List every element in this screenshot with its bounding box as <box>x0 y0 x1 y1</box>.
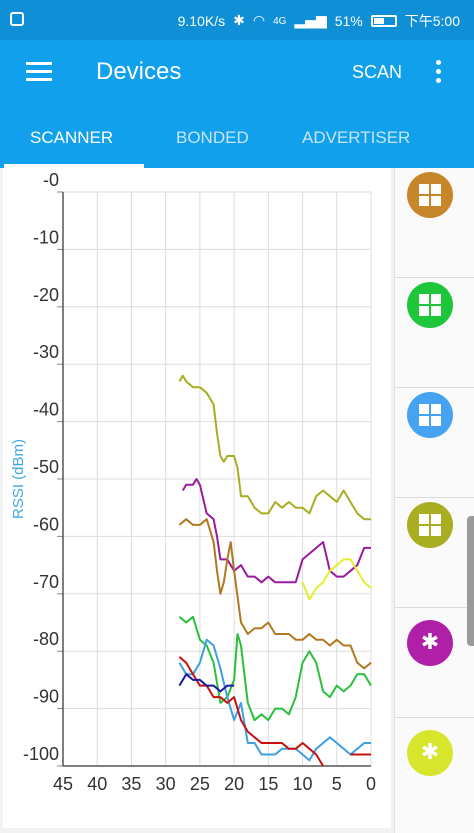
series-line-1 <box>178 374 371 521</box>
bluetooth-icon: ✱ <box>407 620 453 666</box>
tab-scanner[interactable]: SCANNER <box>30 128 114 147</box>
series-line-8 <box>178 673 235 693</box>
status-right: 9.10K/s ✱ ◠ 4G ▂▄▆ 51% 下午5:00 <box>178 11 460 31</box>
y-tick-label: -60 <box>33 514 59 534</box>
y-tick-label: -40 <box>33 400 59 420</box>
device-item-6[interactable]: ✱ <box>395 718 474 828</box>
windows-icon <box>407 502 453 548</box>
tab-indicator <box>4 164 144 168</box>
scan-button[interactable]: SCAN <box>351 62 402 82</box>
y-tick-label: -70 <box>33 572 59 592</box>
scroll-handle[interactable] <box>467 516 474 646</box>
battery-icon <box>370 15 397 27</box>
x-tick-label: 30 <box>156 774 176 794</box>
y-tick-label: -50 <box>33 457 59 477</box>
battery-percent: 51% <box>334 13 363 29</box>
tab-bar: SCANNER BONDED ADVERTISER <box>0 102 474 168</box>
device-item-5[interactable]: ✱ <box>395 608 474 718</box>
windows-icon <box>407 282 453 328</box>
notification-icon <box>10 12 24 26</box>
device-item-2[interactable] <box>395 278 474 388</box>
windows-icon <box>407 392 453 438</box>
app-bar: Devices SCAN <box>0 40 474 102</box>
device-item-4[interactable] <box>395 498 474 608</box>
device-item-3[interactable] <box>395 388 474 498</box>
y-axis-label: RSSI (dBm) <box>10 439 27 519</box>
y-tick-label: -10 <box>33 227 59 247</box>
series-line-5 <box>178 615 372 722</box>
device-list: ✱ ✱ <box>394 168 474 833</box>
x-tick-label: 45 <box>53 774 73 794</box>
x-tick-label: 0 <box>366 774 376 794</box>
series-line-3 <box>178 518 372 670</box>
windows-logo <box>419 514 441 536</box>
wifi-icon: ◠ <box>252 13 266 29</box>
windows-logo <box>419 294 441 316</box>
x-tick-label: 25 <box>190 774 210 794</box>
y-tick-label: -30 <box>33 342 59 362</box>
bluetooth-glyph: ✱ <box>420 630 440 655</box>
y-tick-label: -0 <box>43 170 59 190</box>
bluetooth-icon: ✱ <box>407 730 453 776</box>
windows-logo <box>419 404 441 426</box>
network-speed: 9.10K/s <box>177 13 226 29</box>
series-line-4 <box>301 558 372 601</box>
series-line-2 <box>181 478 371 584</box>
signal-icon: ▂▄▆ <box>294 13 327 29</box>
y-tick-label: -100 <box>23 744 59 764</box>
menu-icon[interactable] <box>26 62 52 82</box>
bluetooth-glyph: ✱ <box>420 740 440 765</box>
series-line-6 <box>178 638 371 762</box>
y-tick-label: -80 <box>33 629 59 649</box>
x-tick-label: 10 <box>293 774 313 794</box>
rssi-chart-svg: -0 -10 -20 -30 -40 -50 -60 -70 -80 -90 -100 45 40 35 3… <box>10 170 376 794</box>
x-tick-label: 40 <box>87 774 107 794</box>
y-tick-label: -90 <box>33 687 59 707</box>
clock: 下午5:00 <box>404 13 460 29</box>
y-tick-label: -20 <box>33 285 59 305</box>
rssi-chart: -0 -10 -20 -30 -40 -50 -60 -70 -80 -90 -100 45 40 35 3… <box>3 168 391 828</box>
x-tick-label: 20 <box>224 774 244 794</box>
windows-logo <box>419 184 441 206</box>
page-title: Devices <box>96 58 182 85</box>
x-tick-label: 35 <box>121 774 141 794</box>
network-type: 4G <box>273 15 287 27</box>
status-bar: 9.10K/s ✱ ◠ 4G ▂▄▆ 51% 下午5:00 <box>0 0 474 40</box>
series-line-7 <box>178 656 324 767</box>
tab-bonded[interactable]: BONDED <box>176 128 249 147</box>
more-options-icon[interactable] <box>436 60 442 84</box>
x-tick-label: 5 <box>332 774 342 794</box>
tab-advertiser[interactable]: ADVERTISER <box>302 128 411 147</box>
bluetooth-status-icon: ✱ <box>233 13 245 29</box>
x-tick-label: 15 <box>258 774 278 794</box>
device-item-1[interactable] <box>395 168 474 278</box>
windows-icon <box>407 172 453 218</box>
